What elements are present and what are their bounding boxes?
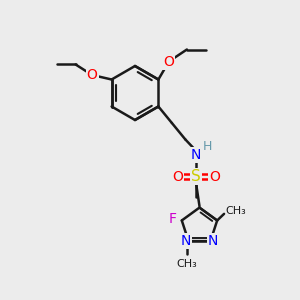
- Text: O: O: [87, 68, 98, 82]
- Text: S: S: [191, 169, 201, 184]
- Text: O: O: [172, 170, 183, 184]
- Text: O: O: [209, 170, 220, 184]
- Text: CH₃: CH₃: [177, 259, 197, 269]
- Text: N: N: [181, 234, 191, 248]
- Text: CH₃: CH₃: [226, 206, 246, 216]
- Text: N: N: [191, 148, 201, 162]
- Text: O: O: [164, 55, 174, 68]
- Text: H: H: [202, 140, 212, 153]
- Text: F: F: [169, 212, 177, 226]
- Text: N: N: [208, 234, 218, 248]
